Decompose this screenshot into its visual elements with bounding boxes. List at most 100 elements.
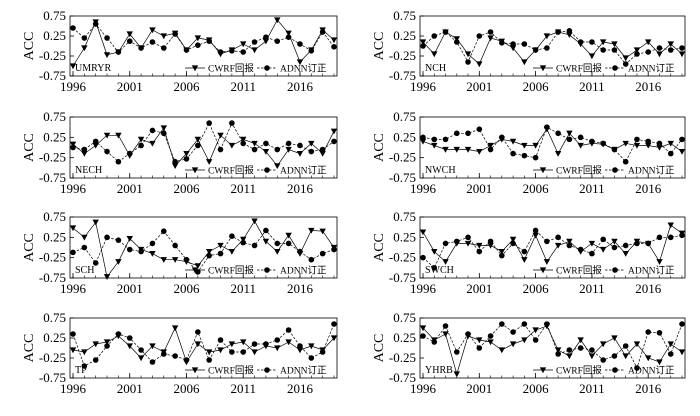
adnn-point — [600, 140, 606, 147]
adnn-point — [442, 136, 449, 143]
adnn-point — [431, 339, 438, 345]
adnn-point — [442, 29, 449, 35]
adnn-point — [297, 343, 303, 349]
cwrf-point — [442, 146, 449, 153]
adnn-point — [126, 246, 133, 253]
x-tick-label: 1996 — [410, 281, 437, 296]
x-tick-label: 1996 — [60, 381, 87, 396]
x-tick-label: 2006 — [173, 181, 200, 196]
adnn-point — [656, 234, 663, 241]
y-tick-label: 0.75 — [43, 8, 66, 23]
adnn-point — [487, 146, 494, 153]
adnn-point — [544, 321, 550, 327]
y-axis-label: ACC — [372, 133, 387, 162]
cwrf-point — [599, 246, 607, 253]
y-tick-label: 0.25 — [43, 28, 66, 43]
adnn-point — [420, 333, 426, 339]
x-tick-label: 2011 — [579, 281, 605, 296]
cwrf-point — [262, 38, 270, 45]
adnn-point — [510, 329, 516, 335]
series-line-adnn — [72, 23, 335, 53]
adnn-point — [115, 331, 122, 337]
adnn-point — [149, 127, 156, 134]
cwrf-point — [656, 51, 663, 58]
adnn-point — [217, 49, 224, 55]
adnn-point — [544, 238, 550, 245]
x-tick-label: 1996 — [410, 181, 437, 196]
adnn-point — [160, 351, 167, 357]
cwrf-point — [611, 238, 618, 245]
x-tick-label: 1996 — [410, 381, 437, 396]
plot-frame — [419, 216, 686, 279]
series-line-cwrf — [72, 127, 335, 167]
legend-entry-cwrf: CWRF回报 — [208, 365, 254, 377]
adnn-point — [160, 228, 167, 235]
adnn-point — [263, 140, 269, 147]
cwrf-point — [678, 51, 686, 58]
cwrf-point — [126, 31, 133, 38]
adnn-point — [667, 351, 674, 357]
region-label: SWCH — [425, 265, 454, 276]
adnn-point — [622, 343, 629, 349]
adnn-point — [160, 130, 167, 137]
adnn-point — [240, 349, 247, 355]
adnn-point — [589, 138, 595, 145]
adnn-point — [138, 45, 144, 51]
adnn-point — [487, 238, 494, 245]
y-tick-label: -0.25 — [39, 48, 66, 63]
adnn-point — [645, 240, 652, 247]
adnn-point — [510, 41, 516, 47]
x-tick-label: 2016 — [635, 281, 662, 296]
y-tick-label: 0.75 — [393, 109, 416, 124]
cwrf-point — [171, 257, 179, 263]
cwrf-point — [285, 146, 292, 153]
series-line-adnn — [422, 323, 683, 369]
adnn-point — [431, 33, 438, 39]
adnn-point — [420, 254, 426, 261]
adnn-point — [126, 38, 133, 44]
adnn-point — [555, 29, 561, 35]
legend-marker-cwrf — [539, 267, 547, 274]
adnn-point — [285, 240, 292, 247]
cwrf-point — [498, 347, 506, 354]
y-tick-label: -0.75 — [389, 370, 416, 385]
cwrf-point — [566, 353, 573, 360]
y-tick-label: 0.75 — [393, 8, 416, 23]
cwrf-point — [419, 325, 427, 332]
adnn-point — [308, 355, 315, 361]
adnn-point — [656, 45, 663, 51]
adnn-point — [521, 152, 528, 159]
cwrf-point — [678, 349, 686, 356]
adnn-point — [611, 353, 618, 359]
adnn-point — [487, 333, 494, 339]
adnn-point — [263, 341, 269, 347]
x-tick-label: 2016 — [287, 79, 314, 94]
x-tick-label: 2016 — [635, 181, 662, 196]
x-tick-label: 2006 — [173, 381, 200, 396]
adnn-point — [297, 142, 303, 149]
cwrf-point — [431, 51, 438, 58]
cwrf-point — [453, 146, 460, 153]
adnn-point — [104, 234, 110, 241]
cwrf-point — [149, 140, 156, 147]
legend-entry-cwrf: CWRF回报 — [556, 265, 602, 277]
legend-marker-cwrf — [539, 167, 547, 174]
cwrf-point — [667, 140, 674, 147]
adnn-point — [544, 124, 550, 130]
adnn-point — [465, 130, 471, 137]
y-axis-label: ACC — [372, 334, 387, 363]
series-line-adnn — [422, 126, 683, 163]
cwrf-point — [645, 355, 652, 362]
x-tick-label: 2001 — [466, 79, 492, 94]
cwrf-point — [81, 349, 88, 356]
legend-marker-adnn — [264, 367, 270, 373]
plot-frame — [419, 15, 686, 77]
x-tick-label: 2016 — [287, 381, 314, 396]
y-tick-label: 0.25 — [393, 129, 416, 144]
adnn-point — [160, 45, 167, 51]
cwrf-point — [532, 142, 539, 149]
adnn-point — [138, 347, 144, 353]
adnn-point — [92, 357, 99, 363]
cwrf-point — [205, 349, 213, 356]
